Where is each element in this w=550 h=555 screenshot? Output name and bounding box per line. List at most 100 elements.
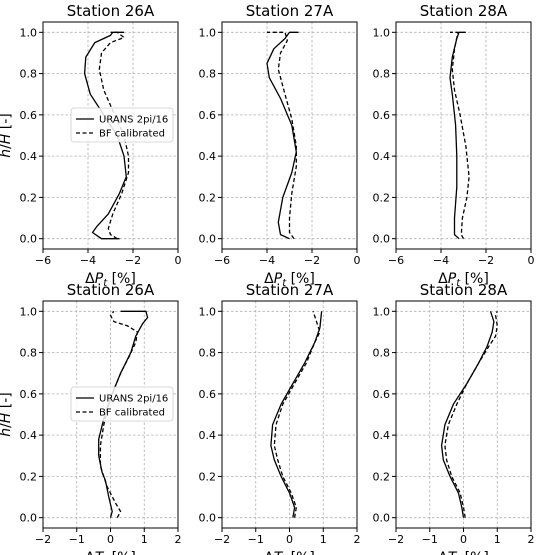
y-tick-label: 0.0	[20, 233, 38, 246]
y-tick-label: 0.6	[373, 388, 391, 401]
axes-frame	[395, 21, 532, 250]
x-tick-label: 1	[141, 533, 148, 546]
subplot-title: Station 26A	[67, 2, 155, 20]
y-tick-label: 0.0	[373, 233, 391, 246]
x-tick-label: 2	[354, 533, 361, 546]
y-tick-label: 0.4	[373, 150, 391, 163]
y-tick-label: 1.0	[20, 26, 38, 39]
y-tick-label: 0.2	[373, 470, 391, 483]
series-bf-line	[267, 31, 297, 240]
x-tick-label: 2	[528, 533, 535, 546]
x-tick-label: 0	[528, 254, 535, 267]
x-tick-label: −6	[388, 254, 404, 267]
y-tick-label: 0.6	[199, 388, 217, 401]
y-tick-label: 0.2	[20, 191, 38, 204]
x-tick-label: 1	[494, 533, 501, 546]
legend: URANS 2pi/16 BF calibrated	[70, 107, 174, 143]
y-tick-label: 0.8	[20, 68, 38, 81]
x-tick-label: −4	[80, 254, 96, 267]
x-tick-label: −2	[214, 533, 230, 546]
subplot-6: −2 −1 0 1 2 0.0 0.2 0.4 0.6 0.8 1.0 Station 28A ΔTt …	[373, 281, 535, 555]
y-tick-label: 0.4	[373, 429, 391, 442]
x-tick-label: 1	[320, 533, 327, 546]
y-tick-label: 0.8	[373, 347, 391, 360]
y-tick-label: 0.0	[199, 512, 217, 525]
x-tick-label: −1	[248, 533, 264, 546]
x-tick-label: −4	[433, 254, 449, 267]
x-tick-label: 0	[175, 254, 182, 267]
series-urans-line	[270, 311, 323, 518]
legend-label-urans: URANS 2pi/16	[99, 394, 168, 405]
y-tick-label: 1.0	[199, 305, 217, 318]
x-tick-label: 2	[175, 533, 182, 546]
subplot-5: −2 −1 0 1 2 0.0 0.2 0.4 0.6 0.8 1.0 Station 27A ΔTt …	[199, 281, 361, 555]
legend: URANS 2pi/16 BF calibrated	[70, 386, 174, 422]
x-axis-label: ΔTt [%]	[264, 550, 315, 555]
x-tick-label: −4	[259, 254, 275, 267]
y-tick-label: 0.4	[20, 150, 38, 163]
y-tick-label: 0.8	[20, 347, 38, 360]
x-axis-label: ΔPt [%]	[85, 271, 136, 289]
x-axis-label: ΔPt [%]	[438, 271, 489, 289]
y-tick-label: 0.2	[20, 470, 38, 483]
x-tick-label: −2	[388, 533, 404, 546]
legend-label-urans: URANS 2pi/16	[99, 115, 168, 126]
axes-frame	[221, 21, 358, 250]
y-tick-label: 0.4	[199, 429, 217, 442]
x-tick-label: −2	[304, 254, 320, 267]
y-axis-label: h/H [-]	[0, 392, 14, 437]
x-tick-label: −6	[214, 254, 230, 267]
x-tick-label: −6	[35, 254, 51, 267]
y-tick-label: 0.0	[20, 512, 38, 525]
y-tick-label: 0.6	[20, 109, 38, 122]
subplot-2: −6 −4 −2 0 0.0 0.2 0.4 0.6 0.8 1.0 Station 27A ΔPt …	[199, 2, 361, 289]
legend-box	[70, 386, 174, 422]
y-tick-label: 0.2	[199, 470, 217, 483]
x-tick-label: −1	[422, 533, 438, 546]
series-urans-line	[440, 311, 495, 518]
series-urans-line	[266, 31, 299, 240]
axes-frame	[42, 21, 179, 250]
x-tick-label: −1	[69, 533, 85, 546]
x-tick-label: 0	[107, 533, 114, 546]
y-axis-label: h/H [-]	[0, 113, 14, 158]
subplot-title: Station 28A	[420, 2, 508, 20]
x-tick-label: −2	[125, 254, 141, 267]
legend-box	[70, 107, 174, 143]
y-tick-label: 0.8	[373, 68, 391, 81]
y-tick-label: 0.6	[199, 109, 217, 122]
y-tick-label: 1.0	[373, 305, 391, 318]
y-tick-label: 1.0	[373, 26, 391, 39]
subplot-title: Station 27A	[246, 2, 334, 20]
subplot-title: Station 28A	[420, 281, 508, 299]
y-tick-label: 0.4	[199, 150, 217, 163]
y-tick-label: 0.4	[20, 429, 38, 442]
y-tick-label: 0.6	[20, 388, 38, 401]
series-bf-line	[450, 31, 470, 240]
x-tick-label: −2	[35, 533, 51, 546]
x-tick-label: 0	[286, 533, 293, 546]
subplot-4: −2 −1 0 1 2 0.0 0.2 0.4 0.6 0.8 1.0 Station 26A ΔTt …	[0, 281, 182, 555]
legend-label-bf: BF calibrated	[99, 408, 165, 419]
subplot-title: Station 27A	[246, 281, 334, 299]
x-axis-label: ΔTt [%]	[438, 550, 489, 555]
x-axis-label: ΔPt [%]	[264, 271, 315, 289]
subplot-title: Station 26A	[67, 281, 155, 299]
x-tick-label: 0	[354, 254, 361, 267]
y-tick-label: 0.0	[373, 512, 391, 525]
y-tick-label: 1.0	[199, 26, 217, 39]
x-tick-label: 0	[460, 533, 467, 546]
y-tick-label: 0.6	[373, 109, 391, 122]
subplot-1: −6 −4 −2 0 0.0 0.2 0.4 0.6 0.8 1.0 Station 26A ΔPt …	[0, 2, 182, 289]
y-tick-label: 0.2	[199, 191, 217, 204]
subplot-3: −6 −4 −2 0 0.0 0.2 0.4 0.6 0.8 1.0 Station 28A ΔPt …	[373, 2, 535, 289]
series-bf-line	[273, 311, 321, 518]
series-bf-line	[99, 310, 139, 519]
y-tick-label: 1.0	[20, 305, 38, 318]
x-tick-label: −2	[478, 254, 494, 267]
series-bf-line	[444, 311, 498, 518]
y-tick-label: 0.8	[199, 347, 217, 360]
y-tick-label: 0.2	[373, 191, 391, 204]
legend-label-bf: BF calibrated	[99, 129, 165, 140]
